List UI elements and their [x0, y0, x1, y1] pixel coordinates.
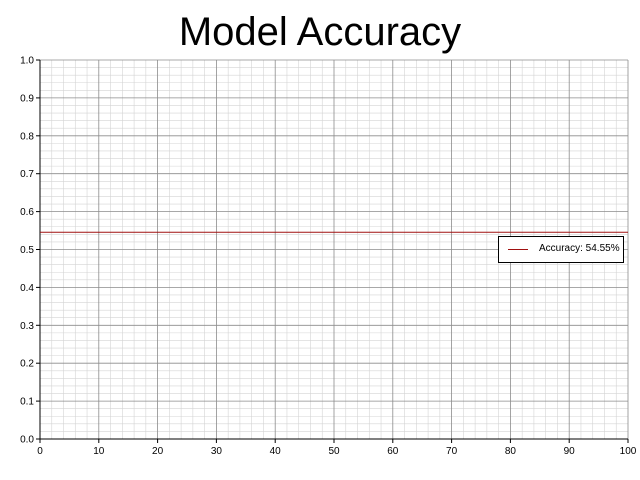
x-tick-label: 90	[564, 446, 576, 457]
y-tick-label: 0.0	[20, 435, 34, 446]
y-tick-label: 0.9	[20, 93, 34, 104]
y-tick-label: 0.8	[20, 131, 34, 142]
x-tick-label: 80	[505, 446, 517, 457]
legend-label: Accuracy: 54.55%	[539, 243, 620, 254]
y-axis-ticks: 0.0 0.1 0.2 0.3 0.4 0.5 0.6 0.7 0.8 0.9 1.0	[20, 56, 40, 446]
x-axis-ticks: 0 10 20 30 40 50 60 70 80 90 100	[37, 439, 637, 457]
x-tick-label: 70	[446, 446, 458, 457]
x-tick-label: 50	[328, 446, 340, 457]
x-tick-label: 20	[152, 446, 164, 457]
x-tick-label: 100	[620, 446, 637, 457]
legend-swatch-line	[508, 249, 528, 250]
x-tick-label: 60	[387, 446, 399, 457]
legend: Accuracy: 54.55%	[498, 236, 624, 263]
y-tick-label: 0.3	[20, 321, 34, 332]
y-tick-label: 0.5	[20, 245, 34, 256]
chart-title: Model Accuracy	[178, 10, 462, 54]
x-tick-label: 10	[93, 446, 105, 457]
y-tick-label: 1.0	[20, 56, 34, 67]
y-tick-label: 0.7	[20, 169, 34, 180]
x-tick-label: 0	[37, 446, 43, 457]
y-tick-label: 0.4	[20, 283, 34, 294]
y-tick-label: 0.6	[20, 207, 34, 218]
x-tick-label: 40	[270, 446, 282, 457]
x-tick-label: 30	[211, 446, 223, 457]
y-tick-label: 0.1	[20, 397, 34, 408]
y-tick-label: 0.2	[20, 359, 34, 370]
